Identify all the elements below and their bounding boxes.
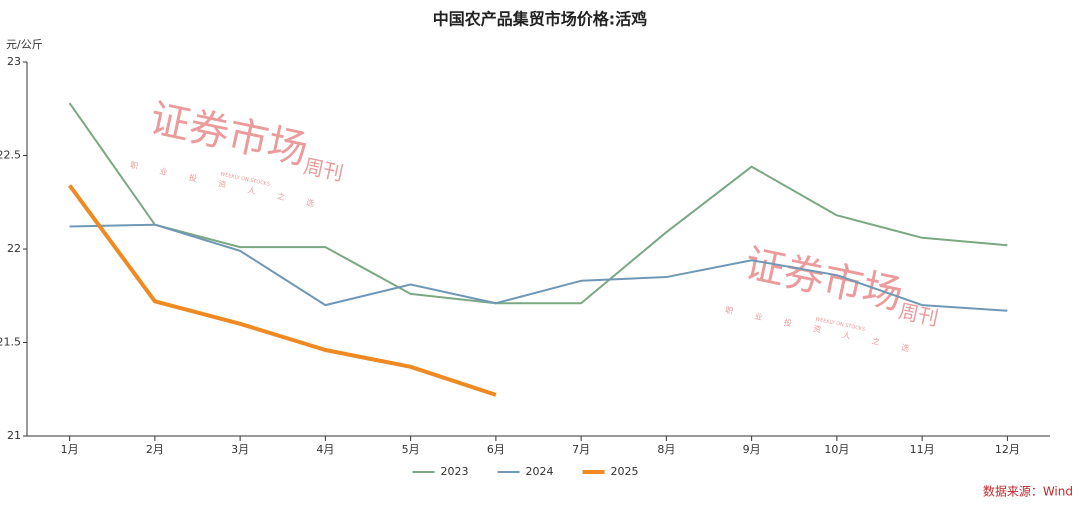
legend-label: 2025	[611, 465, 639, 478]
x-tick-label: 6月	[487, 443, 505, 456]
x-tick-label: 1月	[61, 443, 79, 456]
x-tick-label: 2月	[146, 443, 164, 456]
series-line	[68, 102, 1008, 305]
y-tick-label: 21.5	[0, 336, 21, 349]
watermark: 证券市场 周刊 WEEKLY ON STOCKS 职业投资人之选	[129, 96, 345, 213]
chart-title: 中国农产品集贸市场价格:活鸡	[433, 10, 647, 29]
watermark-main: 证券市场	[741, 241, 907, 319]
x-tick-label: 8月	[657, 443, 675, 456]
x-tick-label: 11月	[910, 443, 935, 456]
series-line	[68, 184, 497, 397]
y-tick-label: 23	[7, 55, 21, 68]
legend-label: 2023	[441, 465, 469, 478]
series-line	[69, 223, 1008, 312]
watermark-side: 周刊	[301, 154, 345, 186]
x-tick-label: 10月	[824, 443, 849, 456]
watermark: 证券市场 周刊 WEEKLY ON STOCKS 职业投资人之选	[724, 241, 940, 358]
y-tick-label: 21	[7, 429, 21, 442]
y-tick-label: 22.5	[0, 149, 21, 162]
x-tick-label: 7月	[572, 443, 590, 456]
watermark-main: 证券市场	[146, 96, 312, 174]
x-tick-label: 5月	[402, 443, 420, 456]
x-tick-label: 4月	[316, 443, 334, 456]
x-tick-label: 3月	[231, 443, 249, 456]
x-tick-label: 12月	[995, 443, 1020, 456]
legend-label: 2024	[526, 465, 554, 478]
y-axis-label: 元/公斤	[6, 38, 43, 51]
source: 数据来源：Wind	[983, 484, 1073, 499]
y-tick-label: 22	[7, 242, 21, 255]
x-tick-label: 9月	[743, 443, 761, 456]
